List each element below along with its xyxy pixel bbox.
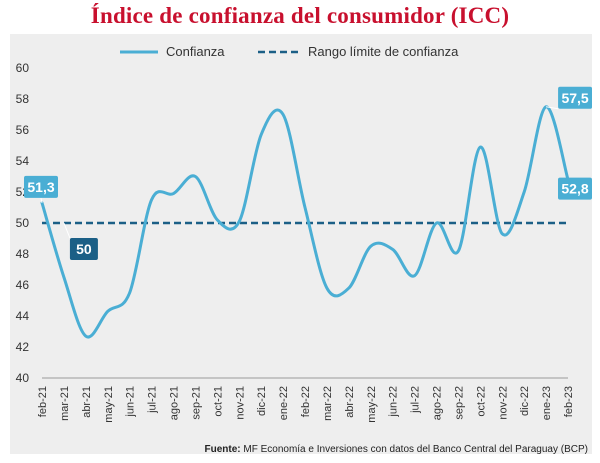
line-chart: Confianza Rango límite de confianza 40 42 4… xyxy=(16,44,593,423)
confianza-line xyxy=(40,105,570,339)
y-tick-label: 44 xyxy=(16,309,30,323)
annotation-box xyxy=(69,238,98,260)
x-tick-label: sep-22 xyxy=(453,386,465,420)
legend: Confianza Rango límite de confianza xyxy=(120,44,459,59)
y-tick-label: 50 xyxy=(16,216,30,230)
annotation-text: 51,3 xyxy=(27,179,54,195)
annotation-box xyxy=(558,86,593,109)
x-tick-label: mar-21 xyxy=(59,386,71,421)
x-tick-label: ago-21 xyxy=(169,386,181,420)
annotation-box xyxy=(558,177,592,200)
x-tick-label: sep-21 xyxy=(190,386,202,420)
x-tick-label: oct-21 xyxy=(212,386,224,417)
y-tick-label: 46 xyxy=(16,278,30,292)
x-tick-label: jul-21 xyxy=(147,386,159,414)
x-tick-label: ene-23 xyxy=(541,386,553,420)
x-tick-label: feb-22 xyxy=(300,386,312,417)
source-text: MF Economía e Inversiones con datos del … xyxy=(243,444,588,455)
x-tick-label: ene-22 xyxy=(278,386,290,420)
x-tick-label: may-21 xyxy=(103,386,115,423)
annotation-label: 52,8 xyxy=(558,177,592,200)
x-tick-label: feb-21 xyxy=(37,386,49,417)
legend-threshold-label: Rango límite de confianza xyxy=(308,44,459,59)
annotation-label: 51,3 xyxy=(24,175,58,203)
legend-confianza-label: Confianza xyxy=(166,44,225,59)
x-tick-label: dic-22 xyxy=(519,386,531,416)
x-tick-label: oct-22 xyxy=(475,386,487,417)
x-tick-label: jun-21 xyxy=(125,386,137,418)
x-tick-label: nov-22 xyxy=(497,386,509,420)
annotation-leader xyxy=(40,197,43,203)
x-tick-label: abr-21 xyxy=(81,386,93,418)
x-tick-label: may-22 xyxy=(366,386,378,423)
annotation-text: 50 xyxy=(76,241,92,257)
x-tick-label: nov-21 xyxy=(234,386,246,420)
source-label: Fuente: xyxy=(204,444,241,455)
x-tick-label: mar-22 xyxy=(322,386,334,421)
chart-title: Índice de confianza del consumidor (ICC) xyxy=(90,3,510,28)
y-tick-label: 42 xyxy=(16,340,30,354)
annotation-leader xyxy=(546,106,559,110)
annotation-leader xyxy=(63,222,71,239)
y-tick-label: 48 xyxy=(16,247,30,261)
y-tick-label: 54 xyxy=(16,154,30,168)
annotation-label: 57,5 xyxy=(546,86,593,110)
x-tick-label: abr-22 xyxy=(344,386,356,418)
x-tick-label: jul-22 xyxy=(410,386,422,414)
y-tick-label: 56 xyxy=(16,123,30,137)
chart-area: Confianza Rango límite de confianza 40 42 4… xyxy=(10,34,593,454)
source-note: Fuente: MF Economía e Inversiones con da… xyxy=(204,444,588,455)
annotation-box xyxy=(24,175,58,198)
annotation-label: 50 xyxy=(63,222,98,260)
y-tick-label: 60 xyxy=(16,61,30,75)
x-tick-label: feb-23 xyxy=(563,386,575,417)
x-tick-label: ago-22 xyxy=(432,386,444,420)
x-tick-label: dic-21 xyxy=(256,386,268,416)
annotation-text: 57,5 xyxy=(561,90,588,106)
x-tick-label: jun-22 xyxy=(388,386,400,418)
y-tick-label: 58 xyxy=(16,92,30,106)
data-label-annotations: 51,3 50 57,5 52,8 xyxy=(24,86,593,260)
y-tick-label: 40 xyxy=(16,371,30,385)
annotation-text: 52,8 xyxy=(561,181,588,197)
x-axis: feb-21 mar-21 abr-21 may-21 jun-21 jul-21 ago-… xyxy=(37,386,575,423)
